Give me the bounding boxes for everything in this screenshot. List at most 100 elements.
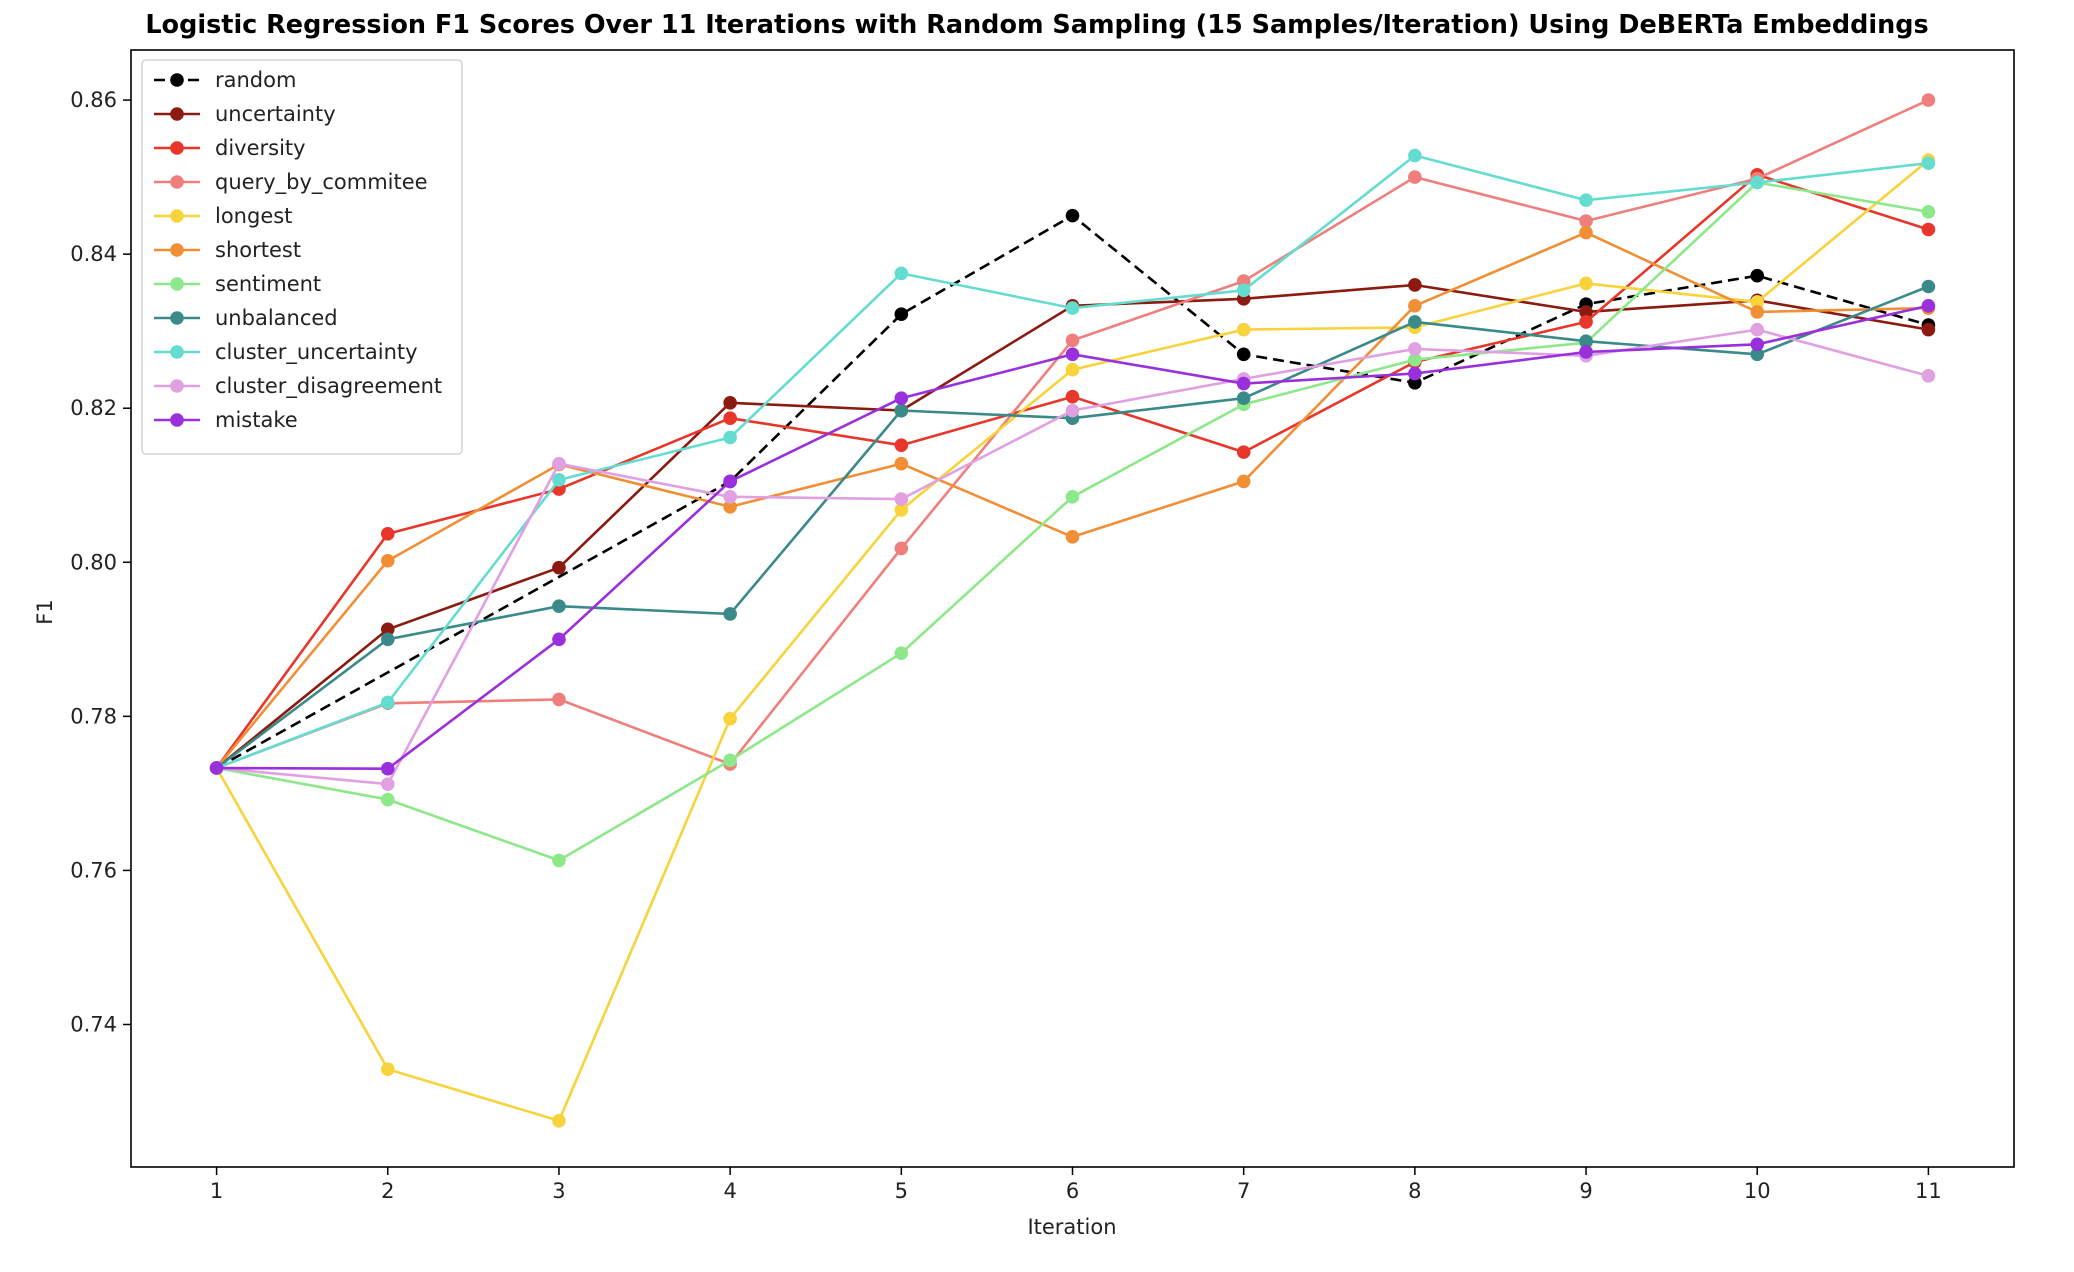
data-point [1921, 298, 1936, 313]
data-point [1236, 322, 1251, 337]
data-point [1750, 347, 1765, 362]
legend-label: query_by_commitee [215, 170, 428, 195]
series-line-sentiment [216, 181, 1929, 862]
x-tick-label: 7 [1237, 1179, 1250, 1203]
series-lines [209, 93, 1936, 1128]
legend-item: query_by_commitee [154, 170, 428, 195]
legend-label: cluster_uncertainty [215, 340, 418, 365]
legend-swatch-marker [170, 73, 184, 87]
data-point [1065, 301, 1080, 315]
legend-swatch-marker [170, 379, 184, 393]
x-axis-label: Iteration [1027, 1215, 1116, 1239]
data-point [552, 692, 566, 707]
data-point [1408, 278, 1422, 292]
x-tick-label: 11 [1915, 1179, 1942, 1203]
data-point [1750, 305, 1765, 319]
data-point [894, 503, 909, 517]
y-tick-label: 0.78 [70, 704, 117, 728]
data-point [380, 632, 395, 647]
x-tick-label: 4 [723, 1179, 736, 1203]
data-point [1408, 352, 1422, 367]
data-point [1408, 315, 1422, 329]
data-point [723, 607, 737, 621]
legend-item: sentiment [154, 272, 321, 296]
data-point [1579, 334, 1593, 348]
data-point [380, 777, 395, 791]
data-point [1579, 305, 1593, 319]
data-point [894, 266, 909, 281]
data-point [723, 753, 737, 768]
data-point [1065, 362, 1080, 377]
legend-label: diversity [215, 136, 306, 160]
plot-frame [130, 49, 2015, 1168]
data-point [1065, 333, 1080, 348]
data-point [1408, 366, 1422, 381]
data-point [1065, 530, 1080, 544]
data-point [723, 490, 737, 504]
data-point [1579, 276, 1593, 291]
data-point [1236, 283, 1251, 298]
data-point [1236, 376, 1251, 391]
series-mistake [209, 298, 1936, 776]
data-point [552, 473, 566, 487]
data-point [1579, 214, 1593, 228]
legend-swatch-marker [170, 243, 184, 257]
series-sentiment [209, 175, 1936, 868]
legend-item: shortest [154, 238, 301, 262]
data-point [552, 632, 566, 647]
legend-item: unbalanced [154, 306, 338, 330]
data-point [1921, 204, 1936, 219]
data-point [1065, 490, 1080, 504]
data-point [552, 456, 566, 471]
data-point [894, 541, 909, 556]
legend-swatch-marker [170, 141, 184, 155]
data-point [1750, 175, 1765, 190]
x-tick-label: 5 [895, 1179, 908, 1203]
legend-swatch-marker [170, 345, 184, 359]
x-tick-label: 10 [1744, 1179, 1771, 1203]
data-point [1065, 389, 1080, 404]
legend-item: cluster_disagreement [154, 374, 442, 399]
data-point [723, 500, 737, 514]
data-point [380, 1062, 395, 1076]
legend-swatch-marker [170, 107, 184, 121]
y-axis-ticks: 0.74 0.76 0.78 0.80 0.82 0.84 0.86 [70, 88, 131, 1036]
x-tick-label: 1 [210, 1179, 223, 1203]
data-point [894, 403, 909, 418]
data-point [552, 599, 566, 613]
data-point [1579, 193, 1593, 208]
data-point [1065, 403, 1080, 418]
data-point [380, 526, 395, 541]
data-point [380, 695, 395, 710]
data-point [723, 430, 737, 445]
legend-label: longest [215, 204, 292, 228]
data-point [1921, 369, 1936, 383]
chart-title: Logistic Regression F1 Scores Over 11 It… [145, 10, 1929, 40]
data-point [380, 792, 395, 807]
data-point [894, 646, 909, 660]
legend-item: longest [154, 204, 292, 228]
data-point [723, 711, 737, 726]
legend-item: uncertainty [154, 102, 336, 126]
data-point [1236, 347, 1251, 362]
data-point [894, 492, 909, 506]
data-point [552, 560, 566, 575]
data-point [1236, 445, 1251, 459]
data-point [1579, 225, 1593, 240]
legend-frame [141, 59, 463, 455]
y-tick-label: 0.76 [70, 858, 117, 882]
data-point [1750, 295, 1765, 309]
data-point [380, 622, 395, 637]
data-point [1750, 322, 1765, 337]
y-tick-label: 0.84 [70, 242, 117, 266]
series-query-by-commitee [209, 93, 1936, 775]
legend-item: diversity [154, 136, 306, 160]
data-point [1408, 298, 1422, 313]
data-point [1921, 93, 1936, 107]
data-point [1921, 279, 1936, 294]
legend-swatch-marker [170, 175, 184, 189]
data-point [723, 474, 737, 489]
data-point [1408, 148, 1422, 163]
x-tick-label: 3 [552, 1179, 565, 1203]
